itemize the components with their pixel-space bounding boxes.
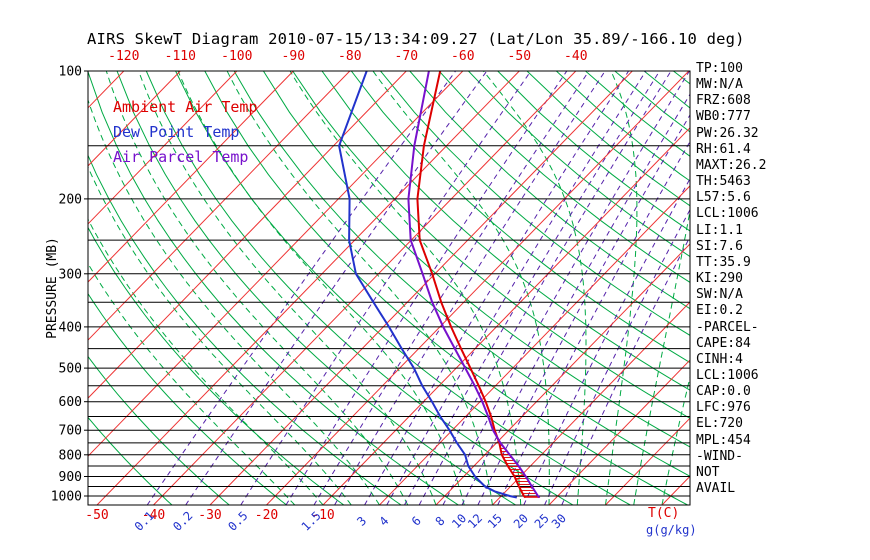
pressure-axis-title: PRESSURE (MB) bbox=[45, 237, 60, 339]
mixing-ratio-label: 4 bbox=[376, 514, 391, 529]
panel-line: RH:61.4 bbox=[696, 141, 751, 157]
ambient-temp-curve bbox=[416, 71, 527, 499]
panel-line: LFC:976 bbox=[696, 400, 751, 416]
panel-line: LCL:1006 bbox=[696, 206, 759, 222]
mixing-ratio-label: 8 bbox=[433, 514, 448, 529]
panel-line: EI:0.2 bbox=[696, 303, 743, 319]
plot-area bbox=[88, 71, 690, 505]
mixing-ratio-label: 6 bbox=[409, 514, 424, 529]
temp-unit-label: T(C) bbox=[648, 506, 679, 521]
top-temp-label: -80 bbox=[338, 49, 361, 64]
bottom-temp-label: -40 bbox=[142, 508, 165, 523]
panel-line: TH:5463 bbox=[696, 174, 751, 190]
legend: Ambient Air Temp Dew Point Temp Air Parcel… bbox=[113, 95, 258, 170]
panel-line: FRZ:608 bbox=[696, 93, 751, 109]
panel-line: NOT bbox=[696, 464, 720, 480]
panel-line: CAPE:84 bbox=[696, 335, 751, 351]
panel-line: LI:1.1 bbox=[696, 222, 743, 238]
panel-line: L57:5.6 bbox=[696, 190, 751, 206]
mixing-ratio-label: 30 bbox=[549, 511, 569, 531]
top-temp-label: -50 bbox=[508, 49, 531, 64]
panel-line: TT:35.9 bbox=[696, 254, 751, 270]
bottom-temp-label: -30 bbox=[198, 508, 221, 523]
mixing-ratio-label: 20 bbox=[511, 511, 531, 531]
bottom-temp-label: -10 bbox=[311, 508, 334, 523]
panel-line: SW:N/A bbox=[696, 287, 743, 303]
panel-line: CAP:0.0 bbox=[696, 384, 751, 400]
pressure-tick-label: 200 bbox=[59, 192, 82, 207]
mixing-ratio-label: 0.5 bbox=[225, 509, 250, 534]
pressure-tick-label: 700 bbox=[59, 424, 82, 439]
pressure-tick-label: 500 bbox=[59, 362, 82, 377]
panel-line: TP:100 bbox=[696, 61, 743, 76]
top-temp-label: -40 bbox=[564, 49, 587, 64]
panel-line: KI:290 bbox=[696, 271, 743, 287]
bottom-temp-label: -50 bbox=[85, 508, 108, 523]
mixing-ratio-label: 3 bbox=[354, 514, 369, 529]
panel-line: SI:7.6 bbox=[696, 238, 743, 254]
pressure-tick-label: 1000 bbox=[51, 490, 82, 505]
pressure-tick-label: 300 bbox=[59, 267, 82, 282]
top-temp-label: -90 bbox=[282, 49, 305, 64]
pressure-tick-label: 400 bbox=[59, 320, 82, 335]
panel-line: MAXT:26.2 bbox=[696, 157, 767, 173]
panel-line: MPL:454 bbox=[696, 432, 751, 448]
mixing-unit-label: g(g/kg) bbox=[646, 523, 697, 537]
top-temp-label: -120 bbox=[108, 49, 139, 64]
pressure-tick-label: 900 bbox=[59, 470, 82, 485]
chart-title: AIRS SkewT Diagram 2010-07-15/13:34:09.2… bbox=[87, 30, 745, 48]
plot-frame bbox=[87, 70, 691, 506]
mixing-ratio-label: 15 bbox=[485, 511, 505, 531]
panel-line: -WIND- bbox=[696, 448, 743, 464]
mixing-ratio-lines bbox=[146, 71, 690, 505]
legend-item-ambient-temp: Ambient Air Temp bbox=[113, 98, 258, 116]
pressure-tick-label: 100 bbox=[59, 65, 82, 80]
mixing-ratio-label: 0.2 bbox=[170, 509, 195, 534]
panel-line: CINH:4 bbox=[696, 351, 743, 367]
indices-panel: TP:100 MW:N/A FRZ:608 WB0:777 PW:26.32 RH:61.… bbox=[696, 61, 766, 497]
air-parcel-curve bbox=[407, 71, 541, 499]
pressure-tick-label: 600 bbox=[59, 395, 82, 410]
panel-line: PW:26.32 bbox=[696, 125, 759, 141]
top-temp-label: -70 bbox=[395, 49, 418, 64]
panel-line: AVAIL bbox=[696, 481, 736, 497]
bottom-temp-label: -20 bbox=[255, 508, 278, 523]
panel-line: -PARCEL- bbox=[696, 319, 759, 335]
pressure-tick-label: 800 bbox=[59, 448, 82, 463]
legend-item-air-parcel: Air Parcel Temp bbox=[113, 148, 249, 166]
top-temp-label: -110 bbox=[165, 49, 196, 64]
panel-line: LCL:1006 bbox=[696, 367, 759, 383]
top-temp-label: -100 bbox=[221, 49, 252, 64]
panel-line: WB0:777 bbox=[696, 109, 751, 125]
top-temp-label: -60 bbox=[451, 49, 474, 64]
panel-line: EL:720 bbox=[696, 416, 743, 432]
legend-item-dew-point: Dew Point Temp bbox=[113, 123, 240, 141]
mixing-ratio-label: 12 bbox=[465, 511, 485, 531]
panel-line: MW:N/A bbox=[696, 77, 743, 93]
dew-point-curve bbox=[338, 71, 518, 499]
